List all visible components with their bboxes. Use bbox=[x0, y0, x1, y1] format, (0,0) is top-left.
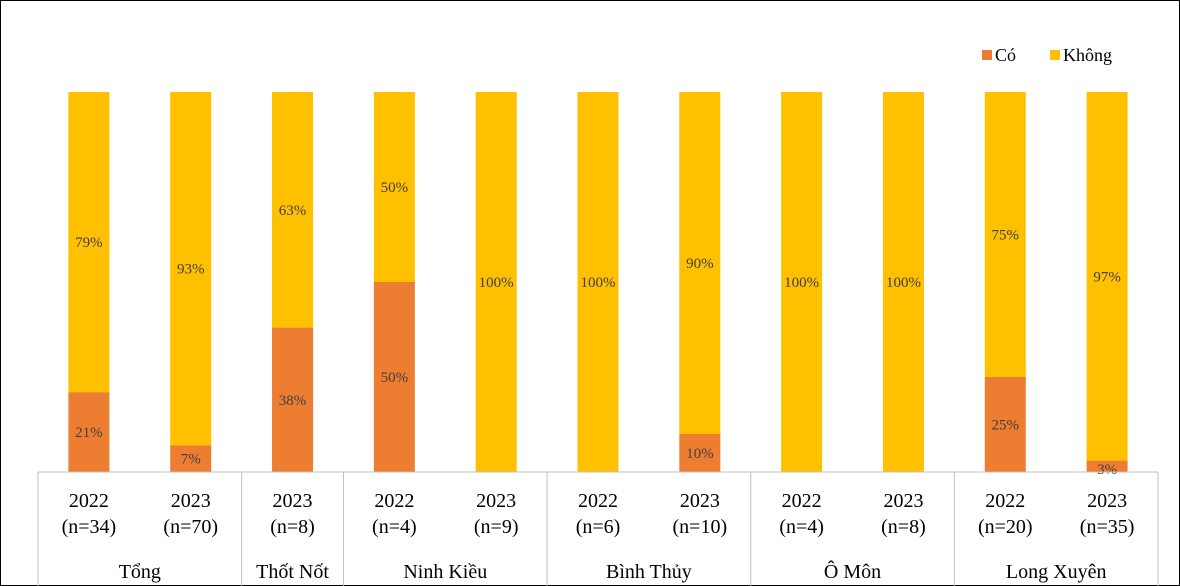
bar-segment-khong bbox=[1086, 92, 1128, 461]
data-label-khong: 100% bbox=[581, 275, 616, 291]
tick-label-n: (n=34) bbox=[62, 516, 117, 538]
bar-segment-co bbox=[373, 282, 415, 472]
legend: Có Không bbox=[982, 45, 1112, 65]
bar-segment-co bbox=[272, 327, 314, 472]
data-label-khong: 63% bbox=[279, 203, 307, 219]
tick-label-n: (n=4) bbox=[372, 516, 417, 538]
data-label-khong: 100% bbox=[886, 275, 921, 291]
bar-segment-khong bbox=[68, 92, 110, 393]
legend-label-co: Có bbox=[995, 45, 1016, 65]
bar-segment-co bbox=[984, 377, 1026, 472]
group-label: Thốt Nốt bbox=[256, 561, 329, 583]
bar-segment-khong bbox=[272, 92, 314, 328]
bar-segment-khong bbox=[781, 92, 823, 472]
bars-layer: 79% 21% 93% 7% 63% 38% 50% 50% 100% 100% 90% 10% 100… bbox=[68, 92, 1128, 478]
legend-swatch-co bbox=[982, 50, 992, 60]
tick-label-n: (n=8) bbox=[270, 516, 315, 538]
bar-segment-khong bbox=[475, 92, 517, 472]
tick-label-n: (n=35) bbox=[1080, 516, 1135, 538]
tick-label-year: 2023 bbox=[1087, 490, 1127, 512]
data-label-khong: 100% bbox=[784, 275, 819, 291]
data-label-khong: 97% bbox=[1093, 269, 1121, 285]
data-label-khong: 100% bbox=[479, 275, 514, 291]
group-label: Tổng bbox=[119, 561, 161, 583]
data-label-co: 50% bbox=[381, 370, 409, 386]
group-label: Ninh Kiều bbox=[403, 561, 487, 583]
bar-segment-khong bbox=[679, 92, 721, 434]
data-label-co: 7% bbox=[181, 452, 201, 468]
category-axis: 2022 (n=34) 2023 (n=70) Tổng 2023 (n=8) Thốt Nố… bbox=[37, 471, 1159, 586]
tick-label-year: 2023 bbox=[171, 490, 211, 512]
group-label: Bình Thủy bbox=[606, 561, 692, 583]
tick-label-year: 2023 bbox=[273, 490, 313, 512]
tick-label-n: (n=20) bbox=[978, 516, 1033, 538]
tick-label-n: (n=9) bbox=[474, 516, 519, 538]
tick-label-year: 2022 bbox=[374, 490, 414, 512]
data-label-co: 38% bbox=[279, 393, 307, 409]
bar-segment-khong bbox=[170, 92, 212, 446]
tick-label-year: 2023 bbox=[883, 490, 923, 512]
group-label: Long Xuyên bbox=[1006, 561, 1107, 583]
data-label-co: 3% bbox=[1097, 462, 1117, 478]
bar-segment-co bbox=[679, 434, 721, 472]
tick-label-n: (n=8) bbox=[881, 516, 926, 538]
tick-label-year: 2022 bbox=[782, 490, 822, 512]
data-label-co: 10% bbox=[686, 446, 714, 462]
bar-segment-khong bbox=[373, 92, 415, 282]
bar-segment-co bbox=[1086, 460, 1128, 472]
tick-label-year: 2022 bbox=[578, 490, 618, 512]
group-label: Ô Môn bbox=[824, 559, 881, 583]
tick-label-year: 2022 bbox=[69, 490, 109, 512]
data-label-khong: 90% bbox=[686, 256, 714, 272]
bar-segment-co bbox=[68, 392, 110, 472]
tick-label-year: 2022 bbox=[985, 490, 1025, 512]
data-label-co: 21% bbox=[75, 425, 103, 441]
data-label-khong: 50% bbox=[381, 180, 409, 196]
data-label-khong: 93% bbox=[177, 262, 205, 278]
legend-swatch-khong bbox=[1050, 50, 1060, 60]
data-label-khong: 75% bbox=[992, 228, 1020, 244]
bar-segment-co bbox=[170, 445, 212, 472]
bar-segment-khong bbox=[882, 92, 924, 472]
bar-segment-khong bbox=[984, 92, 1026, 377]
bar-segment-khong bbox=[577, 92, 619, 472]
tick-label-n: (n=10) bbox=[673, 516, 728, 538]
tick-label-n: (n=70) bbox=[163, 516, 218, 538]
tick-label-year: 2023 bbox=[476, 490, 516, 512]
legend-label-khong: Không bbox=[1063, 45, 1112, 65]
data-label-khong: 79% bbox=[75, 235, 103, 251]
tick-label-year: 2023 bbox=[680, 490, 720, 512]
tick-label-n: (n=4) bbox=[779, 516, 824, 538]
data-label-co: 25% bbox=[992, 418, 1020, 434]
tick-label-n: (n=6) bbox=[576, 516, 621, 538]
